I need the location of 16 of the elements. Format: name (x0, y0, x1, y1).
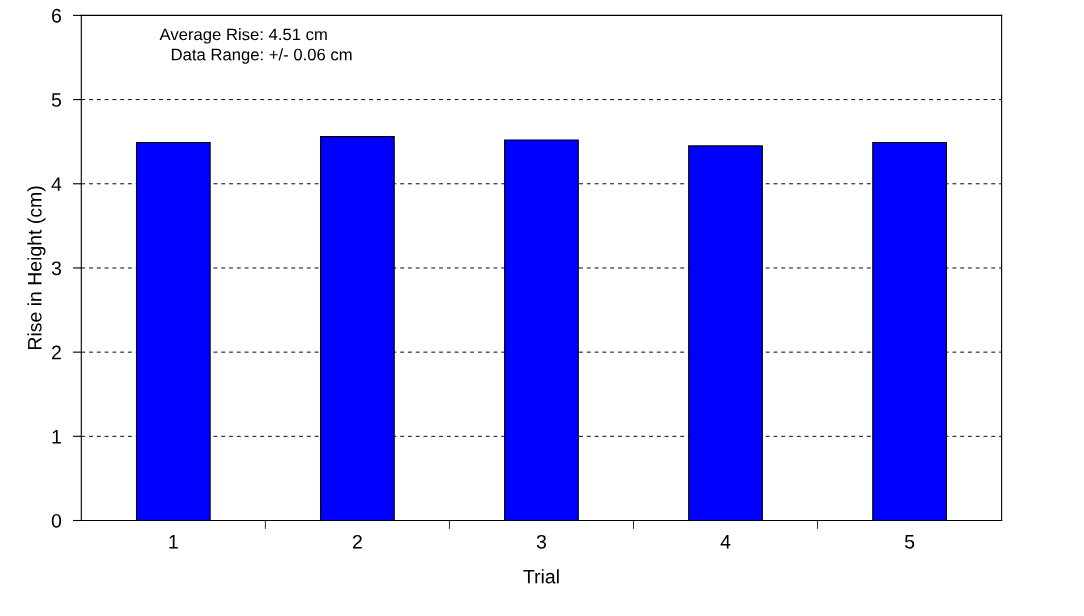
y-tick-label: 1 (52, 430, 61, 444)
y-tick-label: 3 (51, 261, 61, 276)
x-tick-label: 1 (169, 535, 178, 549)
y-tick-label: 2 (52, 345, 61, 360)
x-tick-label: 4 (720, 535, 731, 549)
y-tick-label: 5 (51, 93, 62, 107)
x-tick-label: 5 (904, 535, 915, 549)
x-axis-title: Trial (523, 569, 559, 584)
y-tick-label: 6 (52, 8, 61, 23)
y-tick-label: 0 (51, 513, 62, 528)
x-tick-label: 3 (536, 534, 547, 549)
x-tick-label: 2 (352, 534, 362, 549)
annotation: Data Range: +/- 0.06 cm (171, 48, 352, 64)
y-axis-title: Rise in Height (cm) (27, 186, 46, 350)
y-tick-label: 4 (51, 177, 62, 191)
annotation: Average Rise: 4.51 cm (159, 28, 327, 44)
